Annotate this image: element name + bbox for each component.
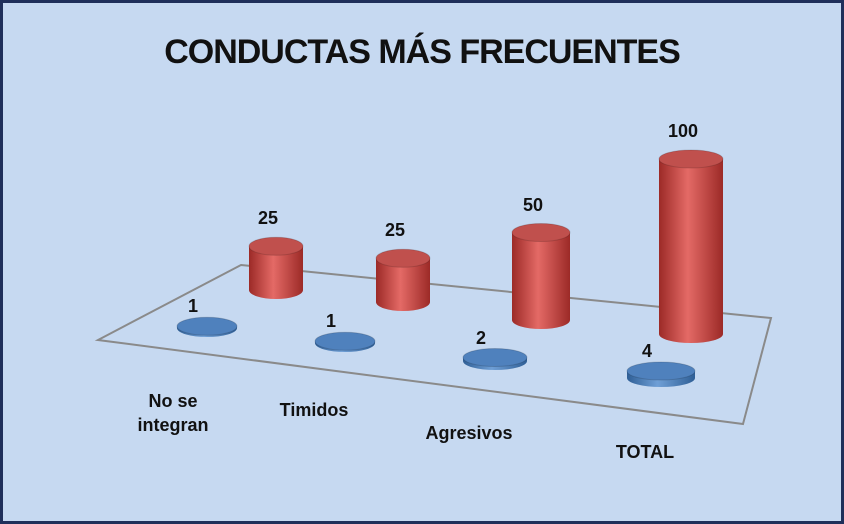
data-label: 2 [475,327,487,348]
x-tick-label: Agresivos [425,423,513,443]
cylinder-body [659,159,723,343]
data-label: 1 [187,296,199,317]
cylinder-body [376,258,430,311]
cylinder-body [512,232,570,329]
chart-title: CONDUCTAS MÁS FRECUENTES [164,33,681,71]
cylinder-top [248,236,304,256]
data-label: 25 [257,208,279,229]
data-label: 100 [667,121,699,141]
data-label: 4 [641,341,653,361]
cylinder-top [314,331,376,351]
cylinder-top [375,248,431,268]
x-tick-label: Timidos [279,400,349,420]
cylinder-top [511,223,571,242]
cylinder-body [249,246,303,299]
x-tick-label: TOTAL [615,442,675,462]
cylinder-top [176,316,238,336]
x-tick-label: No se integran [137,391,209,435]
cylinder-top [658,149,724,169]
cylinder-top [626,361,696,381]
plot-area [94,149,773,426]
cylinder-top [462,348,528,367]
data-label: 1 [325,311,337,332]
data-label: 25 [384,220,406,241]
data-label: 50 [522,194,544,215]
floor [94,263,773,426]
